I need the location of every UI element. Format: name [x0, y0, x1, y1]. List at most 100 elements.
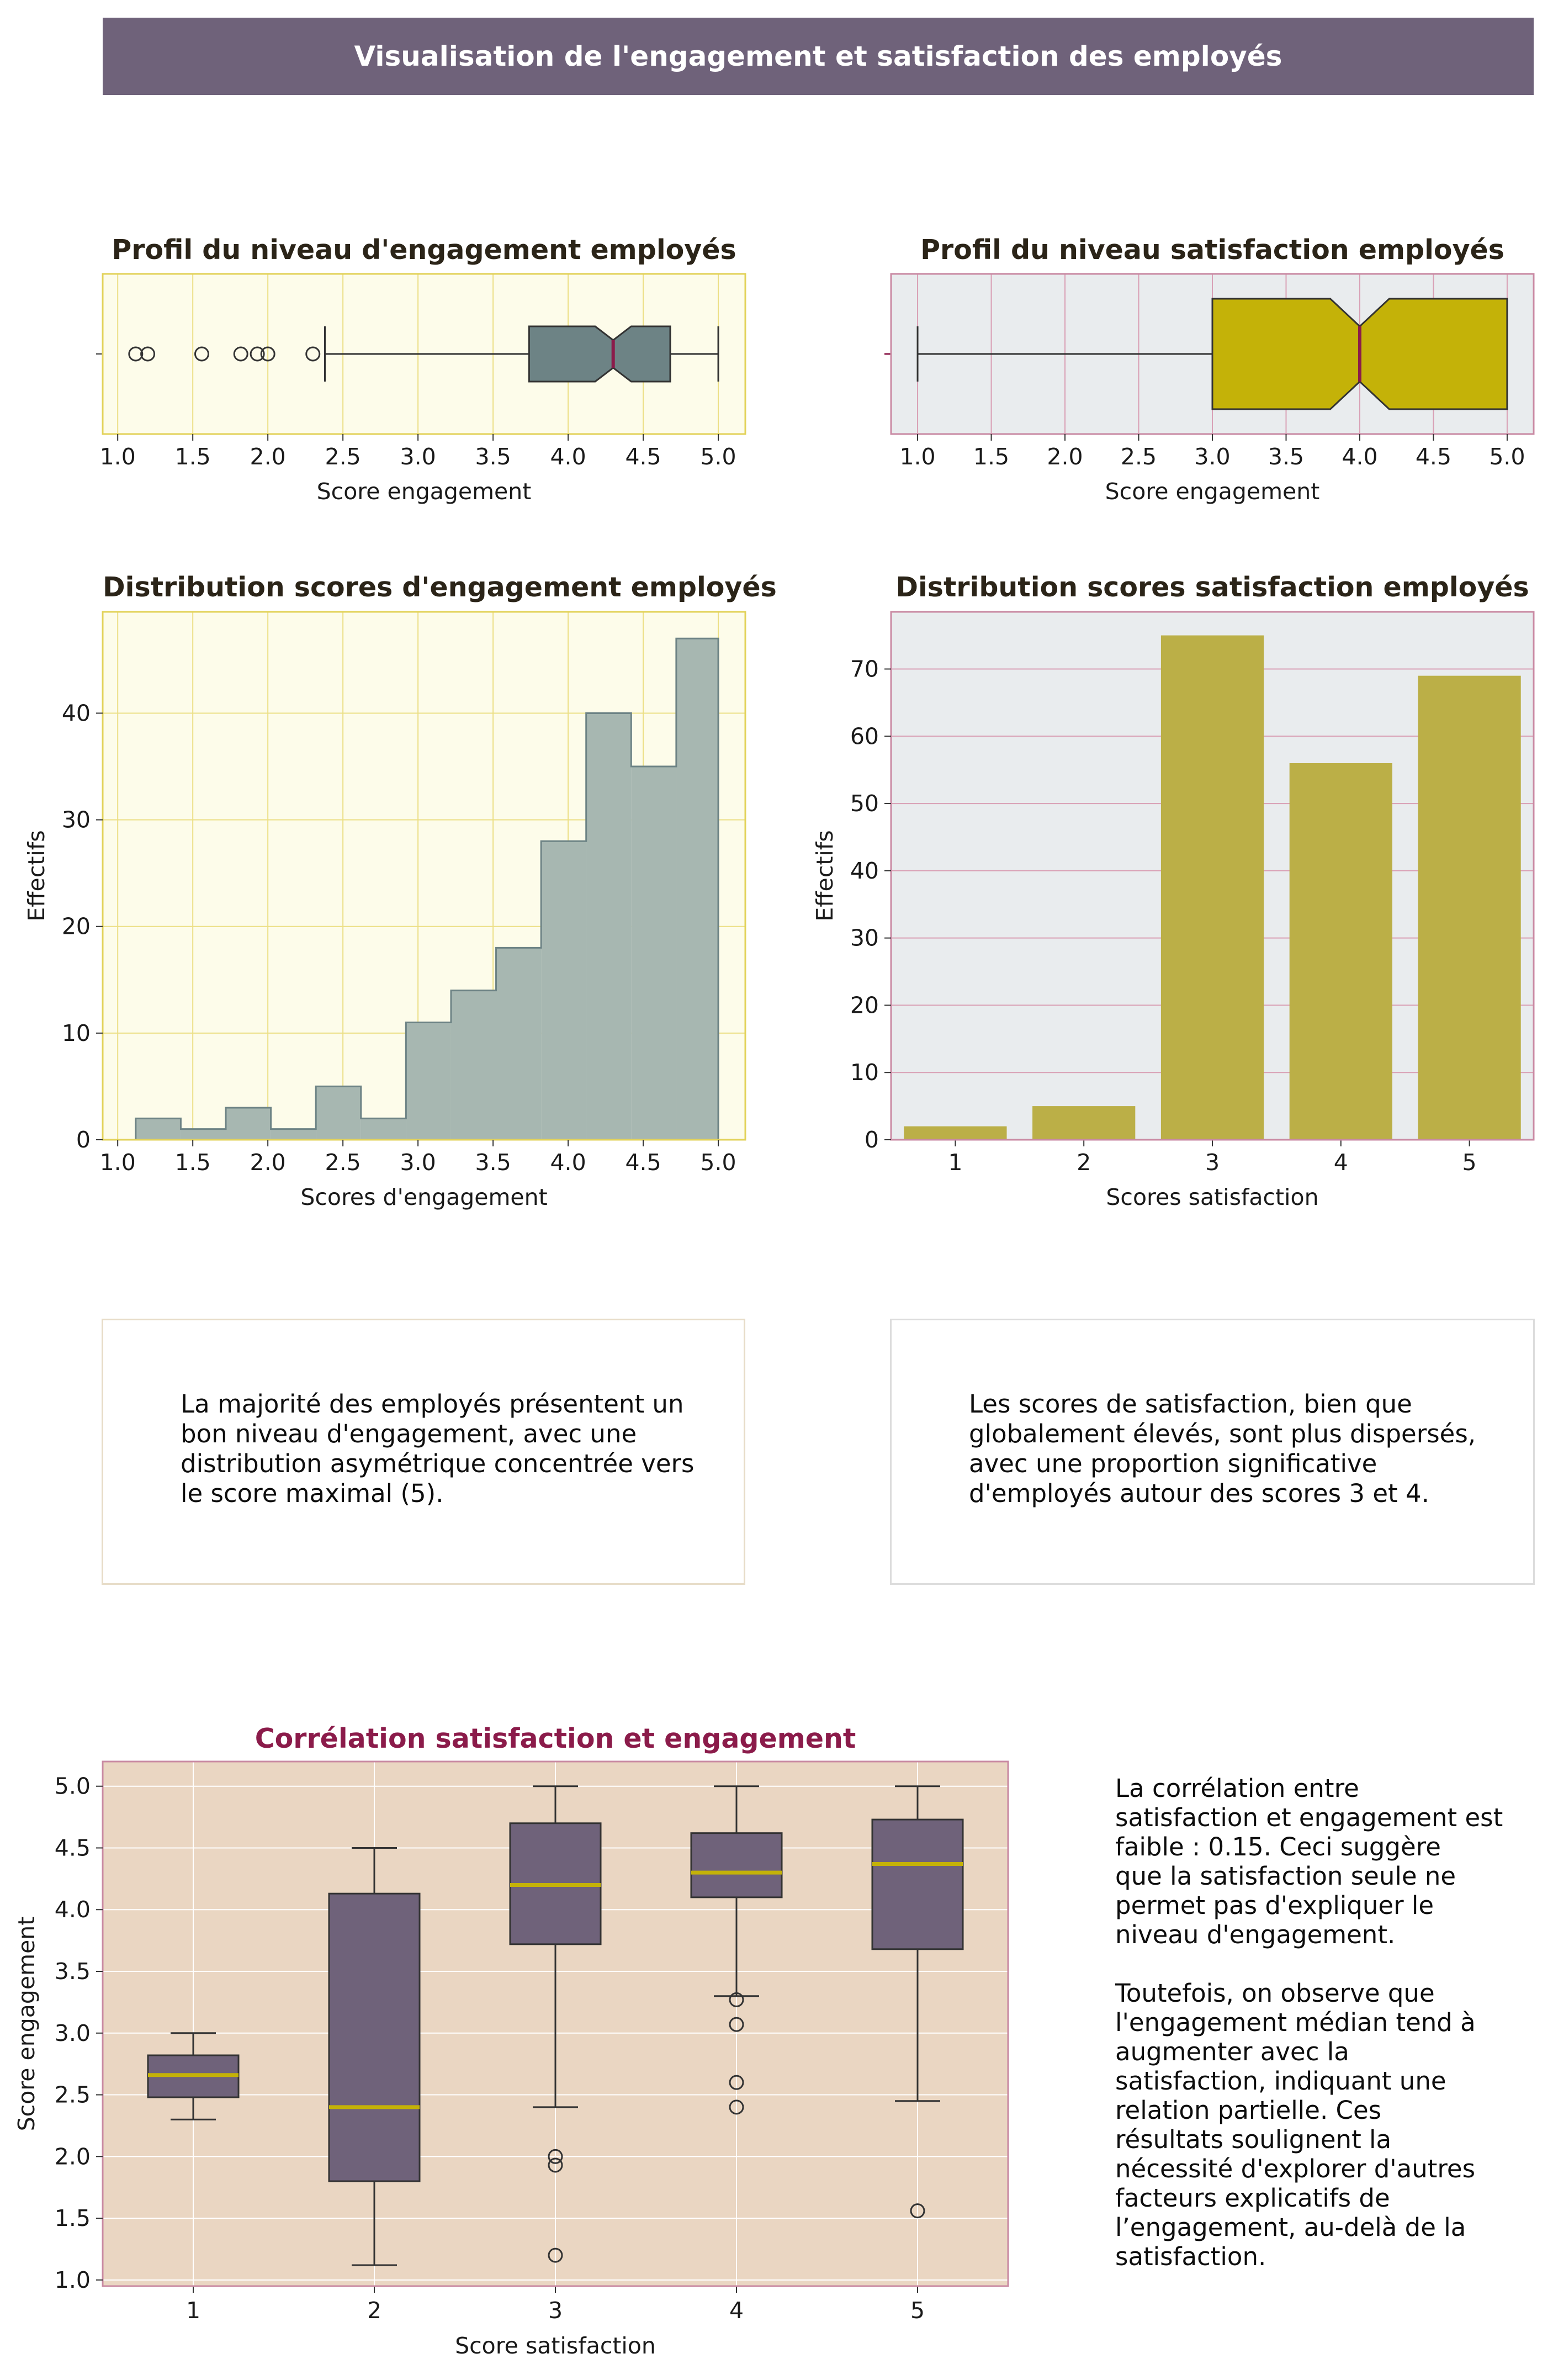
bar-satisfaction-x-tick-label: 4	[1334, 1149, 1348, 1176]
correlation-comment-line: nécessité d'explorer d'autres	[1115, 2154, 1476, 2183]
box-engagement-x-label: Score engagement	[317, 478, 532, 505]
corr-outlier	[548, 2157, 563, 2173]
corr-y-tick-label: 1.5	[55, 2205, 91, 2231]
correlation-comment-line: l'engagement médian tend à	[1115, 2008, 1476, 2037]
corr-y-tick-label: 2.5	[55, 2082, 91, 2108]
corr-x-tick-label: 1	[186, 2297, 200, 2324]
hist-engagement-x-tick-label: 2.0	[250, 1149, 286, 1176]
chart-title-bar-satisfaction: Distribution scores satisfaction employé…	[895, 572, 1529, 603]
box-satisfaction-x-tick-label: 1.0	[899, 443, 935, 470]
box-engagement-outlier	[260, 346, 275, 362]
engagement-comment-line: La majorité des employés présentent un	[181, 1389, 684, 1419]
hist-engagement-x-tick-label: 3.5	[475, 1149, 511, 1176]
box-satisfaction-x-tick-label: 4.0	[1342, 443, 1377, 470]
corr-outlier	[729, 1992, 744, 2007]
box-engagement-x-tick-label: 4.5	[625, 443, 661, 470]
correlation-comment-line: résultats soulignent la	[1115, 2125, 1392, 2154]
corr-y-tick-label: 3.0	[55, 2020, 91, 2046]
satisfaction-comment-line: Les scores de satisfaction, bien que	[969, 1389, 1412, 1419]
hist-engagement-bar	[541, 841, 586, 1140]
bar-satisfaction-y-tick-label: 20	[850, 992, 879, 1018]
bar-satisfaction-y-label: Effectifs	[812, 830, 838, 921]
hist-engagement-bar	[316, 1086, 361, 1140]
correlation-comment-line: l’engagement, au-delà de la	[1115, 2213, 1466, 2242]
correlation-comment-line: La corrélation entre	[1115, 1774, 1359, 1803]
hist-engagement-bar	[631, 766, 676, 1140]
bar-satisfaction-x-tick-label: 1	[948, 1149, 962, 1176]
bar-satisfaction-y-tick-label: 70	[850, 656, 879, 683]
bar-satisfaction-x-label: Scores satisfaction	[1106, 1184, 1318, 1210]
correlation-comment-line: facteurs explicatifs de	[1115, 2183, 1390, 2213]
correlation-comment: La corrélation entre satisfaction et eng…	[1115, 1774, 1524, 2271]
hist-engagement-x-label: Scores d'engagement	[300, 1184, 547, 1210]
box-satisfaction-x-tick-label: 3.0	[1194, 443, 1230, 470]
bar-satisfaction-x-tick-label: 5	[1462, 1149, 1477, 1176]
hist-engagement-bar	[181, 1129, 226, 1140]
correlation-comment-line: satisfaction et engagement est	[1115, 1803, 1503, 1832]
hist-engagement-x-tick-label: 4.0	[550, 1149, 586, 1176]
chart-title-box-engagement: Profil du niveau d'engagement employés	[112, 234, 736, 266]
corr-y-tick-label: 2.0	[55, 2143, 91, 2170]
hist-engagement-bar	[135, 1118, 181, 1140]
hist-engagement-x-tick-label: 4.5	[625, 1149, 661, 1176]
engagement-comment-box: La majorité des employés présentent un b…	[102, 1319, 745, 1585]
satisfaction-comment-line: globalement élevés, sont plus dispersés,	[969, 1419, 1476, 1448]
corr-x-tick-label: 3	[548, 2297, 563, 2324]
box-satisfaction-x-tick-label: 2.5	[1121, 443, 1157, 470]
hist-engagement-outline	[135, 637, 719, 1140]
hist-engagement-bar	[271, 1129, 316, 1140]
box-engagement-box	[528, 325, 671, 383]
corr-y-tick-label: 5.0	[55, 1773, 91, 1800]
hist-engagement-bar	[226, 1108, 271, 1140]
hist-engagement-y-tick-label: 0	[76, 1126, 91, 1153]
box-engagement-x-tick-label: 4.0	[550, 443, 586, 470]
box-engagement-x-tick-label: 3.0	[400, 443, 436, 470]
box-engagement-outlier	[140, 346, 156, 362]
box-satisfaction-x-tick-label: 5.0	[1489, 443, 1525, 470]
corr-box	[690, 1832, 783, 1898]
hist-engagement-bar	[496, 948, 542, 1140]
corr-y-tick-label: 3.5	[55, 1958, 91, 1985]
corr-y-tick-label: 4.0	[55, 1896, 91, 1923]
box-engagement-x-tick-label: 3.5	[475, 443, 511, 470]
box-engagement-outlier	[128, 346, 144, 362]
hist-engagement-y-tick-label: 30	[62, 807, 91, 833]
corr-outlier	[729, 2099, 744, 2115]
bar-satisfaction-y-tick-label: 0	[865, 1126, 879, 1153]
hist-engagement-y-tick-label: 20	[62, 913, 91, 940]
box-satisfaction-x-tick-label: 3.5	[1268, 443, 1304, 470]
engagement-comment-line: distribution asymétrique concentrée vers	[181, 1449, 695, 1478]
bar-satisfaction-bar	[1160, 635, 1264, 1140]
corr-y-tick-label: 4.5	[55, 1834, 91, 1861]
correlation-comment-line: faible : 0.15. Ceci suggère	[1115, 1832, 1441, 1861]
page-title: Visualisation de l'engagement et satisfa…	[354, 40, 1282, 72]
hist-engagement-y-tick-label: 10	[62, 1020, 91, 1046]
bar-satisfaction-y-tick-label: 60	[850, 723, 879, 749]
hist-engagement-y-label: Effectifs	[23, 830, 50, 921]
hist-engagement-x-tick-label: 3.0	[400, 1149, 436, 1176]
bar-satisfaction-y-tick-label: 30	[850, 925, 879, 951]
correlation-comment-line: relation partielle. Ces	[1115, 2096, 1382, 2125]
corr-x-label: Score satisfaction	[455, 2333, 656, 2359]
page-banner: Visualisation de l'engagement et satisfa…	[103, 18, 1534, 95]
satisfaction-comment-line: avec une proportion significative	[969, 1449, 1377, 1478]
box-engagement-frame	[102, 273, 746, 435]
corr-frame	[102, 1760, 1009, 2287]
correlation-comment-line: satisfaction, indiquant une	[1115, 2066, 1446, 2096]
box-satisfaction-x-tick-label: 4.5	[1416, 443, 1451, 470]
corr-y-tick-label: 1.0	[55, 2267, 91, 2293]
box-engagement-x-tick-label: 1.0	[100, 443, 136, 470]
bar-satisfaction-bar	[904, 1126, 1007, 1140]
hist-engagement-x-tick-label: 2.5	[325, 1149, 361, 1176]
chart-title-box-satisfaction: Profil du niveau satisfaction employés	[920, 234, 1504, 266]
corr-outlier	[729, 2017, 744, 2032]
corr-x-tick-label: 5	[910, 2297, 925, 2324]
box-engagement-x-tick-label: 2.5	[325, 443, 361, 470]
box-engagement-outlier	[305, 346, 321, 362]
correlation-comment-line: permet pas d'expliquer le	[1115, 1891, 1434, 1920]
corr-outlier	[548, 2149, 563, 2164]
hist-engagement-x-tick-label: 5.0	[700, 1149, 736, 1176]
corr-box	[328, 1892, 421, 2182]
bar-satisfaction-bar	[1418, 675, 1521, 1140]
hist-engagement-x-tick-label: 1.5	[175, 1149, 211, 1176]
